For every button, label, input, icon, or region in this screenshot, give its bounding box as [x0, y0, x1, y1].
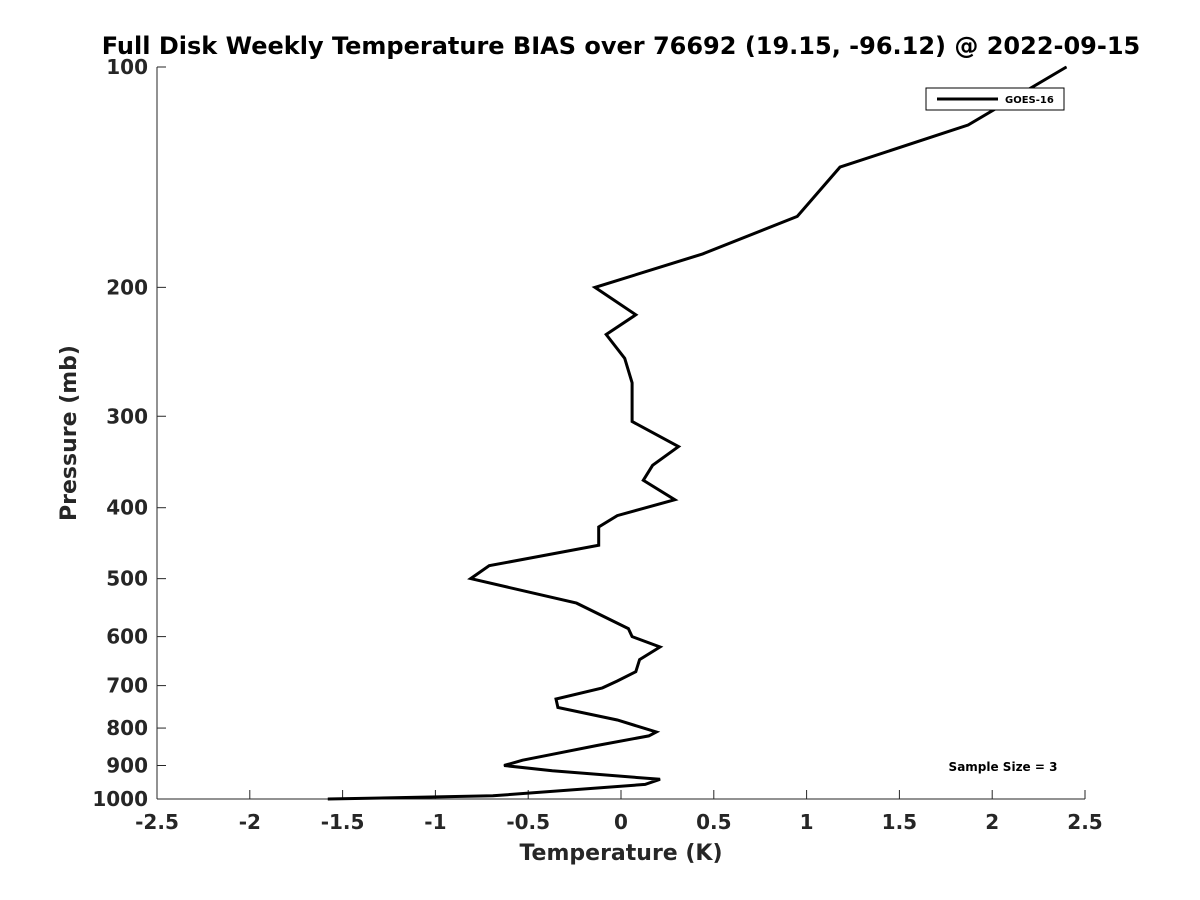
data-point — [659, 646, 661, 648]
y-tick-label: 400 — [106, 496, 148, 520]
y-tick-label: 300 — [106, 404, 148, 428]
data-point — [631, 421, 633, 422]
data-point — [652, 464, 654, 466]
data-point — [631, 382, 633, 384]
data-point — [488, 565, 490, 567]
y-tick-label: 100 — [106, 55, 148, 79]
data-point — [655, 731, 657, 733]
data-point — [327, 798, 329, 800]
y-tick-label: 500 — [106, 567, 148, 591]
data-point — [598, 526, 600, 528]
y-tick-label: 200 — [106, 275, 148, 299]
data-point — [1065, 66, 1067, 68]
data-point — [596, 745, 598, 746]
axes — [156, 67, 1085, 800]
data-point — [594, 286, 596, 288]
series-lines — [327, 65, 1068, 801]
data-point — [492, 795, 494, 797]
data-point — [551, 770, 553, 772]
chart-title: Full Disk Weekly Temperature BIAS over 7… — [102, 32, 1141, 60]
data-point — [550, 754, 551, 756]
x-tick-label: -2 — [239, 810, 261, 834]
data-point — [644, 783, 646, 785]
x-tick-label: 2.5 — [1067, 810, 1102, 834]
data-point — [631, 636, 633, 638]
legend: GOES-16 — [925, 87, 1065, 111]
x-axis-label: Temperature (K) — [519, 841, 722, 866]
x-tick-label: 2 — [985, 810, 999, 834]
series-line-goes-16 — [327, 65, 1068, 801]
data-point — [616, 680, 618, 682]
sample-size-annotation: Sample Size = 3 — [949, 760, 1058, 774]
data-point — [627, 628, 629, 630]
data-point — [616, 719, 618, 721]
data-point — [616, 515, 618, 517]
x-tick-label: 0.5 — [696, 810, 731, 834]
data-point — [555, 698, 557, 700]
x-tick-label: -1 — [424, 810, 446, 834]
x-tick-label: -2.5 — [135, 810, 179, 834]
data-point — [702, 253, 704, 255]
data-point — [678, 446, 679, 448]
x-tick-label: 0 — [614, 810, 628, 834]
y-tick-label: 1000 — [92, 787, 148, 811]
data-point — [839, 166, 841, 168]
data-point — [598, 544, 600, 546]
y-tick-label: 900 — [106, 754, 148, 778]
data-point — [470, 578, 472, 580]
data-point — [967, 124, 969, 126]
x-tick-label: -0.5 — [506, 810, 550, 834]
data-point — [659, 778, 661, 780]
legend-label: GOES-16 — [1005, 95, 1054, 106]
y-axis-ticks: 100 200 300 400 500 600 700 800 900 1000 — [92, 55, 166, 811]
data-point — [674, 499, 676, 501]
data-point — [648, 735, 650, 737]
data-point — [796, 215, 798, 217]
y-tick-label: 700 — [106, 674, 148, 698]
data-point — [601, 687, 603, 689]
data-point — [642, 479, 644, 481]
data-point — [605, 334, 607, 335]
data-point — [635, 314, 637, 316]
data-point — [576, 602, 577, 604]
x-axis-ticks: -2.5 -2 -1.5 -1 -0.5 0 0.5 1 1.5 2 2.5 — [135, 790, 1103, 834]
data-point — [503, 765, 505, 766]
y-tick-label: 600 — [106, 625, 148, 649]
data-point — [624, 357, 626, 359]
data-point — [639, 659, 641, 661]
x-tick-label: 1.5 — [882, 810, 917, 834]
x-tick-label: 1 — [800, 810, 814, 834]
data-point — [522, 759, 524, 761]
x-tick-label: -1.5 — [321, 810, 365, 834]
data-point — [557, 707, 559, 708]
data-point — [635, 671, 637, 673]
y-axis-label: Pressure (mb) — [57, 345, 82, 521]
y-tick-label: 800 — [106, 716, 148, 740]
